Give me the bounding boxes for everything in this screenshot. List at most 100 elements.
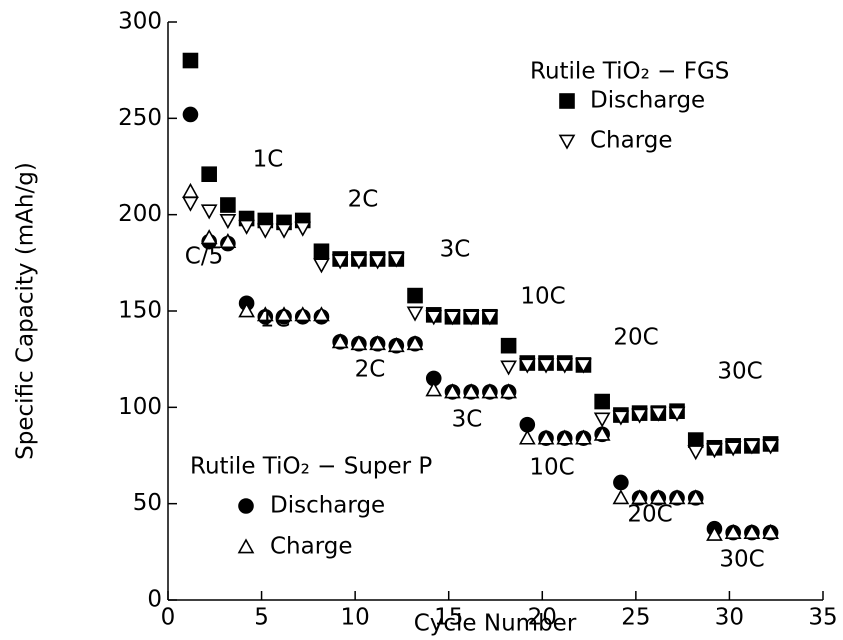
marker-triangle xyxy=(200,229,218,245)
x-tick-label: 5 xyxy=(254,605,269,631)
legend-label: Charge xyxy=(270,534,353,560)
annotation: C/5 xyxy=(185,244,223,270)
y-tick-label: 50 xyxy=(133,490,162,516)
marker-triangle xyxy=(406,335,424,351)
legend-title: Rutile TiO₂ − FGS xyxy=(530,59,729,85)
y-tick-label: 200 xyxy=(118,201,162,227)
marker-triangle xyxy=(275,223,293,239)
marker-square xyxy=(313,243,330,260)
x-axis-label: Cycle Number xyxy=(414,611,577,637)
marker-triangle xyxy=(668,489,686,505)
marker-square xyxy=(559,93,575,109)
marker-square xyxy=(687,432,704,448)
marker-triangle xyxy=(369,254,386,270)
marker-triangle xyxy=(387,337,405,353)
marker-triangle xyxy=(500,383,517,399)
annotation: 10C xyxy=(520,284,565,310)
marker-triangle xyxy=(387,252,405,268)
legend-label: Discharge xyxy=(270,493,385,519)
marker-triangle xyxy=(200,204,218,220)
marker-triangle xyxy=(762,523,779,539)
marker-triangle xyxy=(593,412,611,428)
marker-triangle xyxy=(425,381,443,397)
marker-triangle xyxy=(612,410,630,426)
marker-triangle xyxy=(294,221,312,237)
marker-triangle xyxy=(687,445,705,461)
x-tick-label: 25 xyxy=(621,605,650,631)
y-axis-label: Specific Capacity (mAh/g) xyxy=(13,162,39,460)
marker-triangle xyxy=(219,214,237,230)
annotation: 20C xyxy=(613,325,658,351)
marker-triangle xyxy=(237,538,255,554)
marker-triangle xyxy=(687,489,705,505)
marker-triangle xyxy=(444,310,461,326)
marker-triangle xyxy=(743,439,761,455)
marker-triangle xyxy=(706,443,723,459)
marker-triangle xyxy=(518,358,536,374)
x-tick-label: 0 xyxy=(161,605,176,631)
annotation: 30C xyxy=(719,547,764,573)
marker-triangle xyxy=(481,383,499,399)
annotation: 2C xyxy=(348,187,379,213)
marker-triangle xyxy=(350,254,368,270)
marker-square xyxy=(201,166,217,183)
marker-triangle xyxy=(518,429,536,445)
marker-triangle xyxy=(593,425,611,441)
marker-triangle xyxy=(762,439,779,455)
marker-triangle xyxy=(331,333,349,349)
marker-square xyxy=(500,337,517,354)
annotation: 30C xyxy=(717,359,762,385)
marker-triangle xyxy=(294,306,312,322)
x-tick-label: 20 xyxy=(528,605,557,631)
marker-circle xyxy=(613,474,629,491)
marker-triangle xyxy=(556,429,574,445)
marker-triangle xyxy=(668,406,686,422)
marker-triangle xyxy=(182,196,199,212)
annotation: 1C xyxy=(253,147,284,173)
marker-triangle xyxy=(238,219,255,235)
marker-triangle xyxy=(631,408,648,424)
marker-triangle xyxy=(182,182,199,198)
marker-triangle xyxy=(575,429,592,445)
marker-triangle xyxy=(649,489,667,505)
marker-square xyxy=(594,393,610,410)
marker-triangle xyxy=(331,254,349,270)
y-tick-label: 300 xyxy=(118,9,162,35)
y-tick-label: 150 xyxy=(118,298,162,324)
marker-triangle xyxy=(350,335,368,351)
marker-circle xyxy=(182,106,199,123)
marker-triangle xyxy=(706,525,723,541)
marker-triangle xyxy=(537,429,555,445)
marker-triangle xyxy=(481,310,499,326)
y-tick-label: 250 xyxy=(118,105,162,131)
marker-triangle xyxy=(369,335,386,351)
marker-triangle xyxy=(556,358,574,374)
legend-label: Charge xyxy=(590,128,673,154)
marker-triangle xyxy=(500,360,517,376)
marker-triangle xyxy=(256,223,274,239)
x-tick-label: 15 xyxy=(434,605,463,631)
marker-square xyxy=(220,197,236,213)
marker-triangle xyxy=(724,523,742,539)
annotation: 10C xyxy=(529,455,574,481)
marker-square xyxy=(182,52,199,69)
marker-triangle xyxy=(743,523,761,539)
annotation: 20C xyxy=(627,502,672,528)
legend-title: Rutile TiO₂ − Super P xyxy=(190,454,432,480)
marker-triangle xyxy=(256,306,274,322)
marker-triangle xyxy=(558,134,576,150)
marker-triangle xyxy=(444,383,461,399)
marker-triangle xyxy=(537,358,555,374)
marker-triangle xyxy=(313,306,330,322)
x-tick-label: 10 xyxy=(341,605,370,631)
marker-triangle xyxy=(612,489,630,505)
marker-triangle xyxy=(724,441,742,457)
marker-triangle xyxy=(219,232,237,249)
marker-triangle xyxy=(462,310,480,326)
annotation: 2C xyxy=(355,357,386,383)
x-tick-label: 30 xyxy=(715,605,744,631)
marker-triangle xyxy=(631,489,648,505)
annotation: 1C xyxy=(260,307,291,333)
marker-triangle xyxy=(462,383,480,399)
